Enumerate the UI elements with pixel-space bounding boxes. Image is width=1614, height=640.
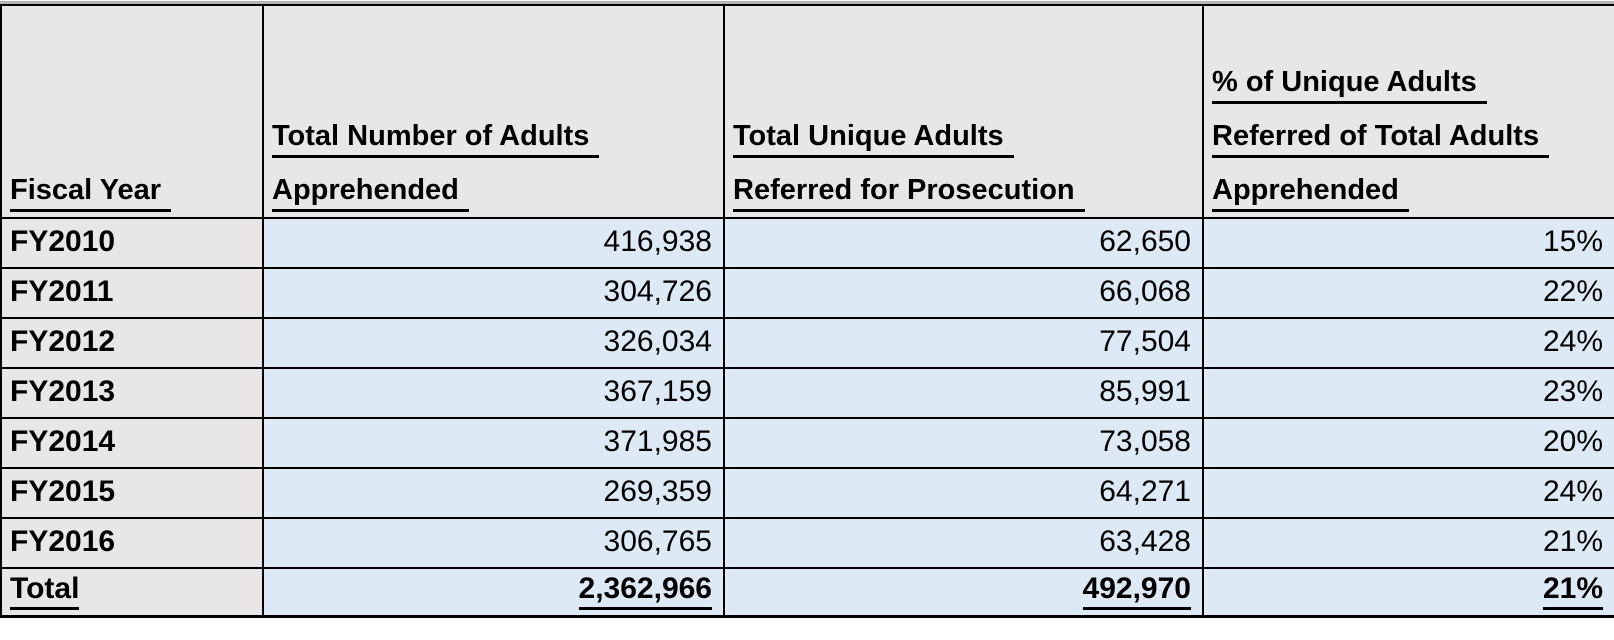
header-fiscal-year: Fiscal Year bbox=[0, 4, 264, 219]
fiscal-year-cell: FY2015 bbox=[0, 467, 264, 519]
table-row-fy2013: FY2013 367,159 85,991 23% bbox=[0, 367, 1614, 419]
spreadsheet-table-view: Fiscal Year Total Number of Adults Appre… bbox=[0, 0, 1614, 618]
apprehended-cell: 416,938 bbox=[262, 217, 725, 269]
header-total-apprehended: Total Number of Adults Apprehended bbox=[262, 4, 725, 219]
fiscal-year-cell: FY2012 bbox=[0, 317, 264, 369]
pct-cell: 24% bbox=[1202, 317, 1614, 369]
referred-cell: 63,428 bbox=[723, 517, 1204, 569]
table-row-fy2012: FY2012 326,034 77,504 24% bbox=[0, 317, 1614, 369]
table-header-row: Fiscal Year Total Number of Adults Appre… bbox=[0, 4, 1614, 219]
referred-cell: 73,058 bbox=[723, 417, 1204, 469]
referred-cell: 85,991 bbox=[723, 367, 1204, 419]
table-row-fy2015: FY2015 269,359 64,271 24% bbox=[0, 467, 1614, 519]
table-row-fy2014: FY2014 371,985 73,058 20% bbox=[0, 417, 1614, 469]
table-row-total: Total 2,362,966 492,970 21% bbox=[0, 567, 1614, 618]
total-referred-cell: 492,970 bbox=[723, 567, 1204, 618]
pct-cell: 20% bbox=[1202, 417, 1614, 469]
pct-cell: 23% bbox=[1202, 367, 1614, 419]
header-pct-referred: % of Unique Adults Referred of Total Adu… bbox=[1202, 4, 1614, 219]
table-row-fy2016: FY2016 306,765 63,428 21% bbox=[0, 517, 1614, 569]
referred-cell: 77,504 bbox=[723, 317, 1204, 369]
apprehended-cell: 304,726 bbox=[262, 267, 725, 319]
header-unique-referred: Total Unique Adults Referred for Prosecu… bbox=[723, 4, 1204, 219]
table-row-fy2010: FY2010 416,938 62,650 15% bbox=[0, 217, 1614, 269]
pct-cell: 15% bbox=[1202, 217, 1614, 269]
fiscal-year-prosecution-table: Fiscal Year Total Number of Adults Appre… bbox=[0, 4, 1614, 618]
total-apprehended-cell: 2,362,966 bbox=[262, 567, 725, 618]
total-label-cell: Total bbox=[0, 567, 264, 618]
fiscal-year-cell: FY2014 bbox=[0, 417, 264, 469]
referred-cell: 62,650 bbox=[723, 217, 1204, 269]
apprehended-cell: 306,765 bbox=[262, 517, 725, 569]
pct-cell: 24% bbox=[1202, 467, 1614, 519]
fiscal-year-cell: FY2011 bbox=[0, 267, 264, 319]
referred-cell: 64,271 bbox=[723, 467, 1204, 519]
fiscal-year-cell: FY2010 bbox=[0, 217, 264, 269]
total-label: Total bbox=[10, 572, 80, 610]
apprehended-cell: 371,985 bbox=[262, 417, 725, 469]
fiscal-year-cell: FY2013 bbox=[0, 367, 264, 419]
pct-cell: 22% bbox=[1202, 267, 1614, 319]
fiscal-year-cell: FY2016 bbox=[0, 517, 264, 569]
header-fiscal-year-label: Fiscal Year bbox=[10, 174, 172, 212]
pct-cell: 21% bbox=[1202, 517, 1614, 569]
apprehended-cell: 326,034 bbox=[262, 317, 725, 369]
total-pct-cell: 21% bbox=[1202, 567, 1614, 618]
referred-cell: 66,068 bbox=[723, 267, 1204, 319]
apprehended-cell: 367,159 bbox=[262, 367, 725, 419]
table-row-fy2011: FY2011 304,726 66,068 22% bbox=[0, 267, 1614, 319]
top-gridline bbox=[0, 0, 1614, 4]
apprehended-cell: 269,359 bbox=[262, 467, 725, 519]
